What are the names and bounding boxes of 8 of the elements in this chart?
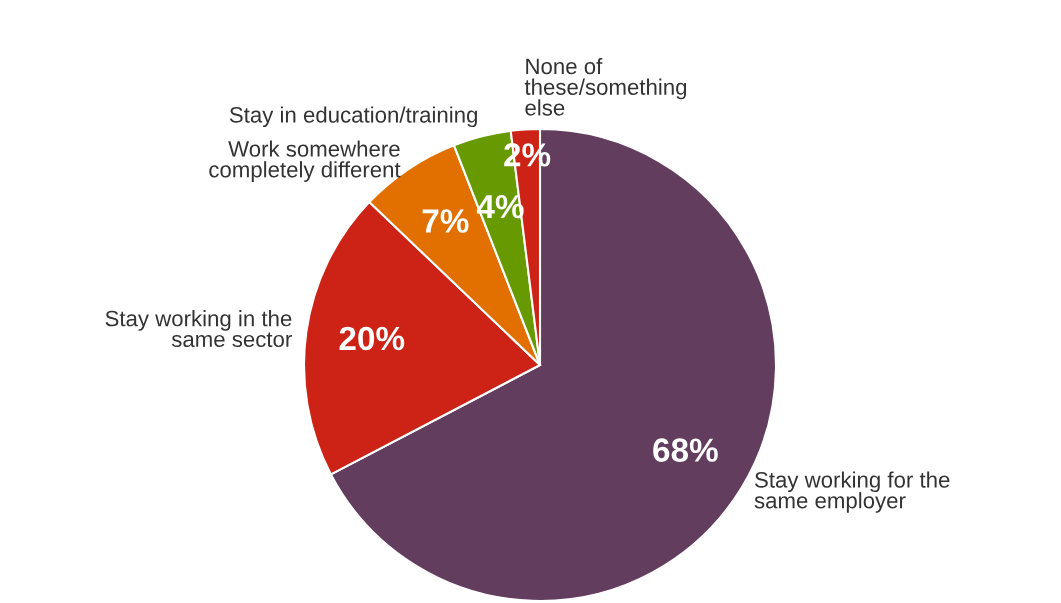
slice-label: Stay working in the same sector bbox=[105, 310, 292, 348]
data-label: 20% bbox=[339, 326, 405, 351]
slice-label: Stay working for the same employer bbox=[754, 471, 950, 513]
data-label: 7% bbox=[422, 209, 469, 233]
slice-label: None of these/something else bbox=[524, 57, 687, 116]
data-label: 68% bbox=[653, 438, 718, 462]
slice-label: Stay in education/training bbox=[229, 106, 477, 128]
slice-label: Work somewhere completely different bbox=[209, 140, 401, 182]
